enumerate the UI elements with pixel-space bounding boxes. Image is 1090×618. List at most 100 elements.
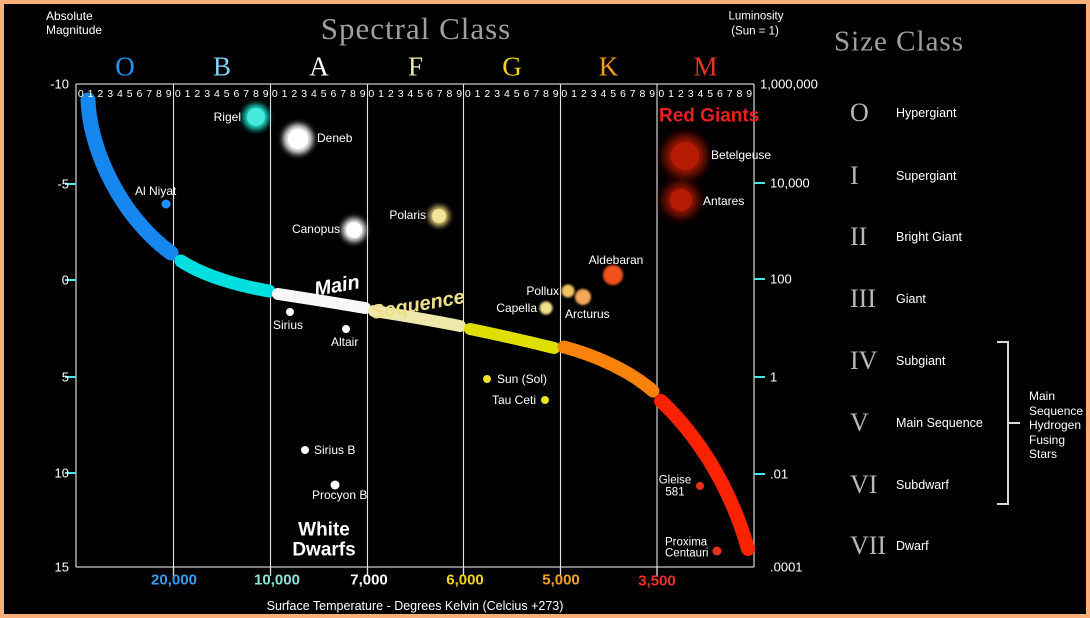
size-class-label-dwarf: Dwarf [896, 539, 929, 553]
size-class-label-supergiant: Supergiant [896, 169, 957, 183]
spectral-class-letter-M: M [693, 51, 718, 82]
size-class-numeral-V: V [850, 408, 869, 437]
white-dwarfs-label-line1: White [298, 519, 350, 541]
star-label-tau-ceti: Tau Ceti [491, 393, 536, 407]
subclass-digits-B: 0 1 2 3 4 5 6 7 8 9 [174, 88, 270, 100]
star-dot-antares [670, 189, 692, 211]
star-label-altair: Altair [331, 335, 359, 349]
star-label-proxima-line2: Centauri [665, 547, 709, 560]
spectral-class-letter-G: G [502, 51, 522, 82]
size-class-title: Size Class [833, 25, 965, 58]
temperature-ticks [172, 567, 658, 576]
star-dot-betelgeuse [671, 142, 699, 170]
main-sequence-bracket-note: Main Sequence Hydrogen Fusing Stars [1029, 389, 1083, 462]
subclass-digits-F: 0 1 2 3 4 5 6 7 8 9 [368, 88, 463, 100]
left-axis-tick--5: -5 [57, 176, 69, 192]
star-dots [243, 104, 706, 242]
main-sequence-band-B [174, 254, 276, 298]
star-label-polaris: Polaris [389, 208, 426, 222]
size-class-label-subgiant: Subgiant [896, 354, 946, 368]
y-right-axis-title-line1: Luminosity [728, 10, 784, 23]
star-label-aldebaran: Aldebaran [588, 253, 644, 267]
subclass-digits-A: 0 1 2 3 4 5 6 7 8 9 [271, 88, 367, 100]
star-label-procyon-b: Procyon B [312, 488, 368, 502]
star-label-gleise-581-line1: Gleise [658, 474, 692, 487]
main-sequence-bracket [997, 341, 1020, 505]
star-dot-procyon-b [330, 480, 340, 490]
subclass-digits-O: 0 1 2 3 4 5 6 7 8 9 [77, 88, 173, 100]
star-label-rigel: Rigel [213, 110, 241, 124]
star-label-sirius: Sirius [273, 318, 304, 332]
left-axis-tick--10: -10 [50, 76, 69, 92]
bracket-note-line1: Main [1029, 389, 1056, 403]
bracket-note-line3: Hydrogen [1029, 418, 1082, 432]
hr-diagram-canvas [65, 83, 1020, 576]
star-label-gleise-581-line2: 581 [665, 486, 685, 499]
bracket-note-line4: Fusing [1029, 432, 1066, 447]
subclass-digits-G: 0 1 2 3 4 5 6 7 8 9 [464, 88, 560, 100]
star-label-betelgeuse: Betelgeuse [711, 148, 772, 162]
size-class-numeral-III: III [850, 284, 876, 313]
temp-label-6000: 6,000 [446, 571, 484, 589]
left-axis-tick-5: 5 [61, 369, 69, 385]
right-axis-tick-10000: 10,000 [770, 175, 810, 191]
temp-label-7000: 7,000 [350, 571, 388, 589]
bracket-note-line2: Sequence [1029, 403, 1084, 418]
star-dot-aldebaran [603, 265, 623, 285]
main-sequence-band-A [272, 288, 371, 314]
size-class-numeral-II: II [850, 222, 868, 251]
spectral-class-letter-O: O [115, 51, 135, 82]
red-giants-label: Red Giants [659, 105, 760, 127]
star-dot-canopus [346, 222, 362, 238]
spectral-class-letter-A: A [309, 51, 329, 82]
size-class-label-giant: Giant [896, 292, 926, 306]
star-dot-sirius [286, 308, 294, 316]
size-class-label-subdwarf: Subdwarf [896, 478, 949, 492]
left-axis-tick-0: 0 [61, 272, 69, 288]
star-dot-deneb [288, 129, 308, 149]
right-axis-tick-1000000: 1,000,000 [760, 76, 818, 92]
class-divider-lines [172, 84, 658, 567]
star-dot-gleise-581 [696, 482, 704, 490]
left-axis-tick-10: 10 [54, 465, 69, 481]
star-dot-sun [483, 375, 491, 383]
temp-label-10000: 10,000 [254, 571, 300, 589]
star-dot-tau-ceti [541, 396, 549, 404]
temp-label-5000: 5,000 [542, 571, 580, 589]
bracket-note-line5: Stars [1029, 447, 1058, 461]
x-axis-title: Surface Temperature - Degrees Kelvin (Ce… [266, 598, 564, 613]
star-label-sun: Sun (Sol) [497, 372, 548, 386]
y-right-axis-title-line2: (Sun = 1) [731, 25, 779, 38]
star-label-canopus: Canopus [291, 222, 340, 236]
main-sequence-band [80, 92, 755, 556]
star-dot-al-niyat [161, 199, 171, 209]
right-axis-tick-1: 1 [770, 369, 778, 385]
spectral-class-letter-K: K [598, 51, 619, 82]
spectral-class-letter-B: B [212, 51, 232, 82]
main-sequence-band-K [557, 340, 660, 398]
temp-label-3500: 3,500 [638, 572, 676, 590]
size-class-numeral-VI: VI [850, 470, 878, 499]
size-class-label-main-sequence: Main Sequence [896, 416, 983, 430]
small-star-dots [161, 199, 722, 556]
star-dot-rigel [247, 108, 265, 126]
white-dwarfs-label-line2: Dwarfs [292, 539, 356, 561]
size-class-numeral-IV: IV [850, 346, 878, 375]
star-dot-proxima-centauri [712, 546, 722, 556]
right-axis-tick-100: 100 [770, 271, 792, 287]
right-axis-tick-01: .01 [770, 466, 789, 482]
star-dot-pollux [561, 284, 575, 298]
main-sequence-band-F [368, 305, 466, 332]
y-left-axis-title-line1: Absolute [46, 9, 93, 23]
subclass-digits-M: 0 1 2 3 4 5 6 7 8 9 [658, 88, 753, 100]
star-label-capella: Capella [496, 301, 537, 315]
left-axis-tick-15: 15 [54, 559, 69, 575]
star-label-al-niyat: Al Niyat [135, 184, 177, 198]
star-label-sirius-b: Sirius B [314, 443, 356, 457]
main-sequence-band-M [654, 394, 755, 556]
main-sequence-band-G [464, 323, 560, 354]
size-class-numeral-O: O [850, 98, 869, 127]
star-dot-sirius-b [301, 446, 309, 454]
star-label-antares: Antares [703, 194, 745, 208]
main-sequence-band-O [80, 92, 179, 261]
